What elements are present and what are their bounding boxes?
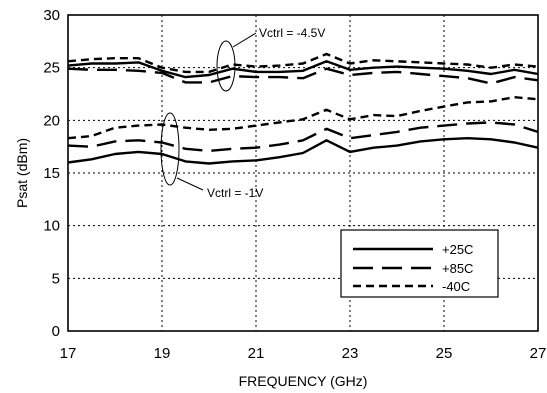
y-tick-label: 15	[43, 165, 60, 182]
x-tick-label: 25	[436, 345, 453, 362]
annotation-ellipse-high	[216, 40, 236, 92]
series-line-vctrl-4-5v-85c	[67, 67, 539, 85]
annotation-leader-high	[232, 32, 257, 48]
annotation-vctrl-high: Vctrl = -4.5V	[259, 26, 325, 40]
legend: +25C +85C -40C	[340, 229, 499, 298]
series-line-vctrl-1v-40c	[67, 95, 539, 140]
legend-label-minus40c: -40C	[442, 279, 470, 294]
y-tick-label: 10	[43, 218, 60, 235]
y-axis-label: Psat (dBm)	[14, 138, 30, 208]
x-tick-label: 27	[530, 345, 547, 362]
annotation-leader-low	[176, 177, 204, 191]
y-tick-label: 25	[43, 60, 60, 77]
plot-frame	[67, 14, 539, 332]
y-tick-label: 20	[43, 112, 60, 129]
y-tick-label: 30	[43, 7, 60, 24]
series-lines	[67, 52, 539, 165]
x-tick-label: 19	[154, 345, 171, 362]
legend-label-25c: +25C	[442, 242, 473, 257]
annotation-ellipse-low	[160, 112, 180, 186]
series-line-vctrl-1v-85c	[67, 121, 539, 153]
tick-labels: 17 19 21 23 25 27 0 5 10 15 20 25 30	[43, 7, 546, 362]
y-tick-label: 0	[52, 323, 60, 340]
legend-label-85c: +85C	[442, 261, 473, 276]
series-line-vctrl-4-5v-40c	[67, 52, 539, 74]
annotation-vctrl-low: Vctrl = -1V	[207, 186, 263, 200]
series-line-vctrl-4-5v-25c	[67, 60, 539, 79]
y-tick-label: 5	[52, 270, 60, 287]
x-axis-label: FREQUENCY (GHz)	[239, 373, 368, 389]
x-tick-label: 17	[60, 345, 77, 362]
x-tick-label: 21	[248, 345, 265, 362]
x-tick-label: 23	[342, 345, 359, 362]
series-line-vctrl-1v-25c	[67, 136, 539, 165]
